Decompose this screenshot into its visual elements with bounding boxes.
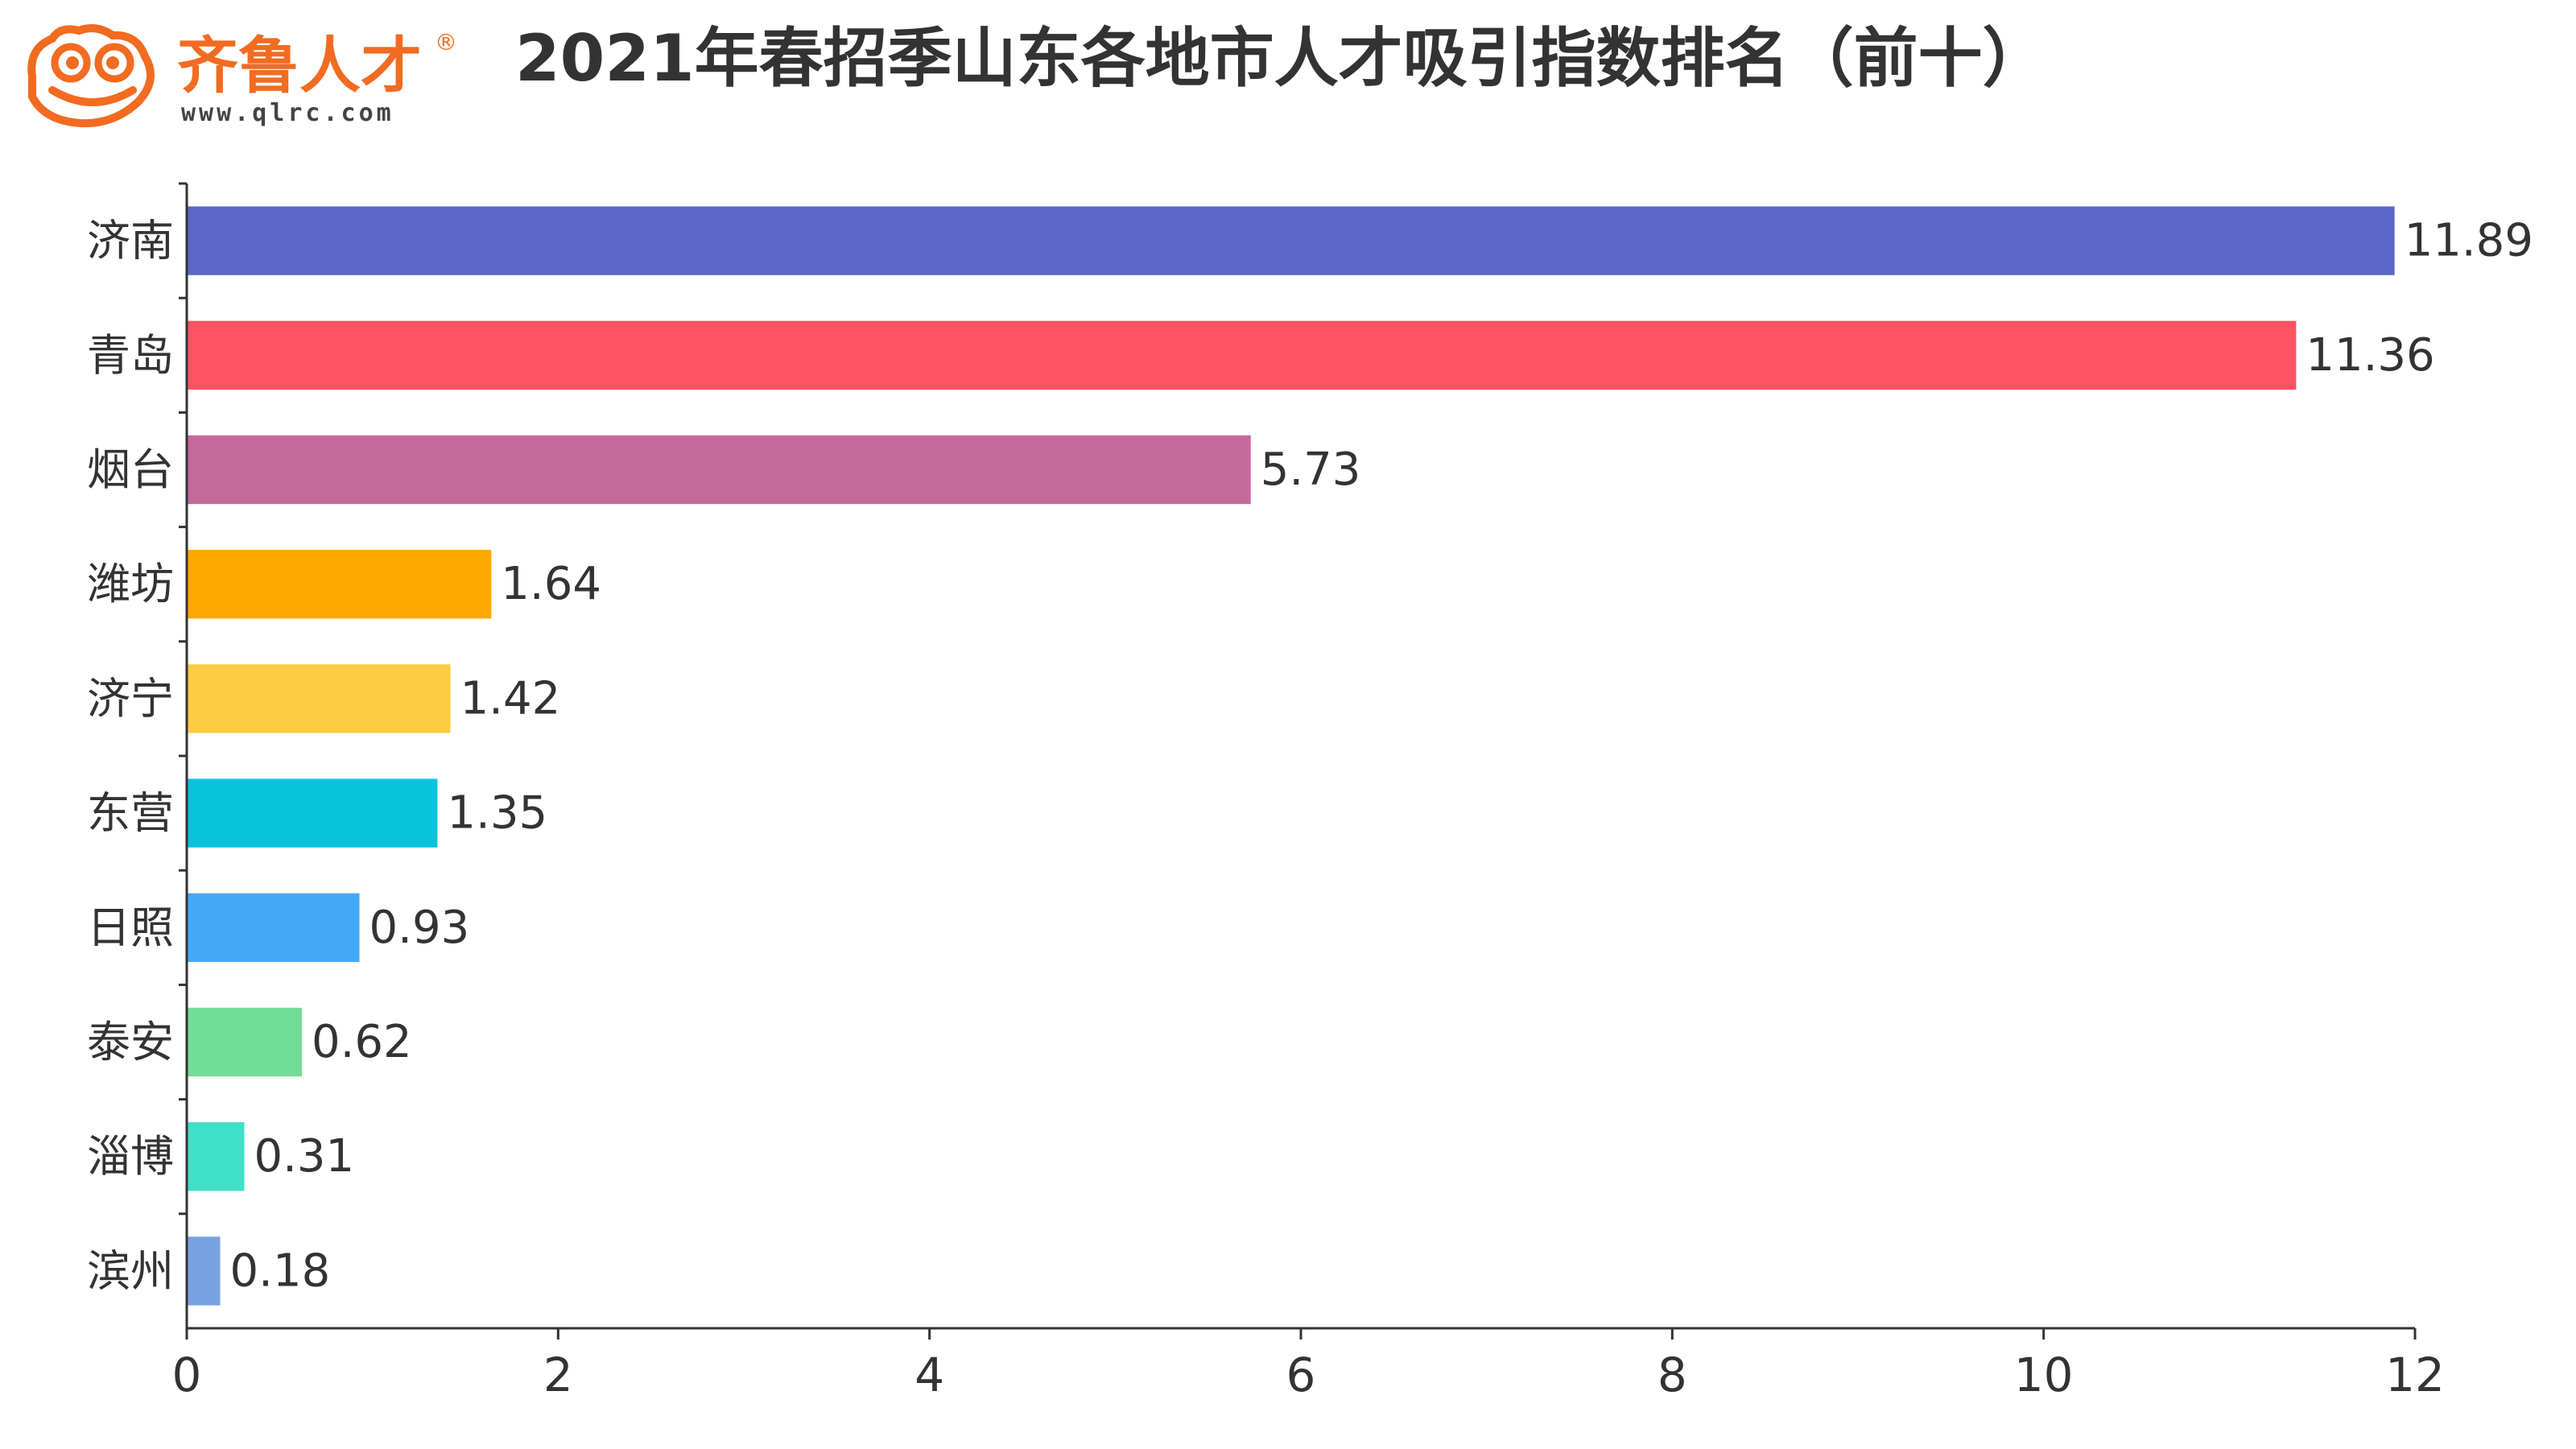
value-label: 11.36 xyxy=(2306,329,2434,382)
category-label: 滨州 xyxy=(87,1245,174,1296)
x-tick-label: 10 xyxy=(2014,1348,2074,1402)
category-label: 济宁 xyxy=(87,673,174,724)
bar xyxy=(187,1007,303,1077)
value-label: 1.35 xyxy=(447,787,547,840)
bars-layer xyxy=(187,206,2395,1306)
bar xyxy=(187,1236,221,1306)
value-label: 1.64 xyxy=(501,558,601,610)
value-label: 5.73 xyxy=(1261,444,1361,496)
category-label: 泰安 xyxy=(87,1017,174,1067)
chart-title: 2021年春招季山东各地市人才吸引指数排名（前十） xyxy=(515,21,2047,96)
category-label: 潍坊 xyxy=(87,559,174,609)
frog-mascot-icon xyxy=(27,24,155,128)
category-label: 日照 xyxy=(87,902,174,953)
category-label: 青岛 xyxy=(87,330,174,381)
bar xyxy=(187,1122,245,1191)
labels-layer: 11.89 济南 11.36 青岛 5.73 烟台 1.64 潍坊 1.42 济宁 1.35 东营 0.… xyxy=(87,215,2533,1402)
bar xyxy=(187,664,451,733)
bar xyxy=(187,206,2395,275)
value-label: 0.18 xyxy=(230,1245,331,1297)
category-label: 烟台 xyxy=(87,444,174,495)
axes-layer xyxy=(179,182,2417,1340)
qlrc-logo: 齐鲁人才 ® www.qlrc.com xyxy=(27,24,457,128)
category-label: 济南 xyxy=(87,216,174,266)
category-label: 东营 xyxy=(87,788,174,839)
logo-registered-mark: ® xyxy=(435,29,457,56)
category-label: 淄博 xyxy=(87,1131,174,1182)
bar xyxy=(187,778,438,848)
value-label: 0.93 xyxy=(369,902,470,954)
bar xyxy=(187,550,492,619)
value-label: 0.31 xyxy=(254,1130,355,1183)
x-tick-label: 8 xyxy=(1657,1348,1687,1402)
value-label: 11.89 xyxy=(2405,215,2533,267)
logo-url-text: www.qlrc.com xyxy=(181,99,394,127)
bar xyxy=(187,320,2297,390)
bar xyxy=(187,435,1251,505)
logo-brand-text: 齐鲁人才 xyxy=(177,30,422,101)
value-label: 1.42 xyxy=(460,672,561,724)
x-tick-label: 4 xyxy=(914,1348,944,1402)
value-label: 0.62 xyxy=(312,1016,412,1068)
x-tick-label: 12 xyxy=(2385,1348,2445,1402)
bar xyxy=(187,893,360,962)
x-tick-label: 6 xyxy=(1286,1348,1316,1402)
x-tick-label: 2 xyxy=(543,1348,573,1402)
x-tick-label: 0 xyxy=(172,1348,202,1402)
